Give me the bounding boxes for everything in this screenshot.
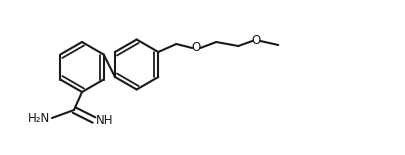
Text: O: O bbox=[251, 35, 260, 47]
Text: H₂N: H₂N bbox=[28, 111, 50, 124]
Text: O: O bbox=[191, 42, 200, 55]
Text: NH: NH bbox=[96, 113, 113, 126]
